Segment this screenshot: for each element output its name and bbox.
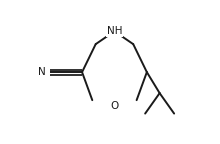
Text: N: N [38,67,46,77]
Text: NH: NH [107,26,122,36]
Text: O: O [110,101,119,111]
